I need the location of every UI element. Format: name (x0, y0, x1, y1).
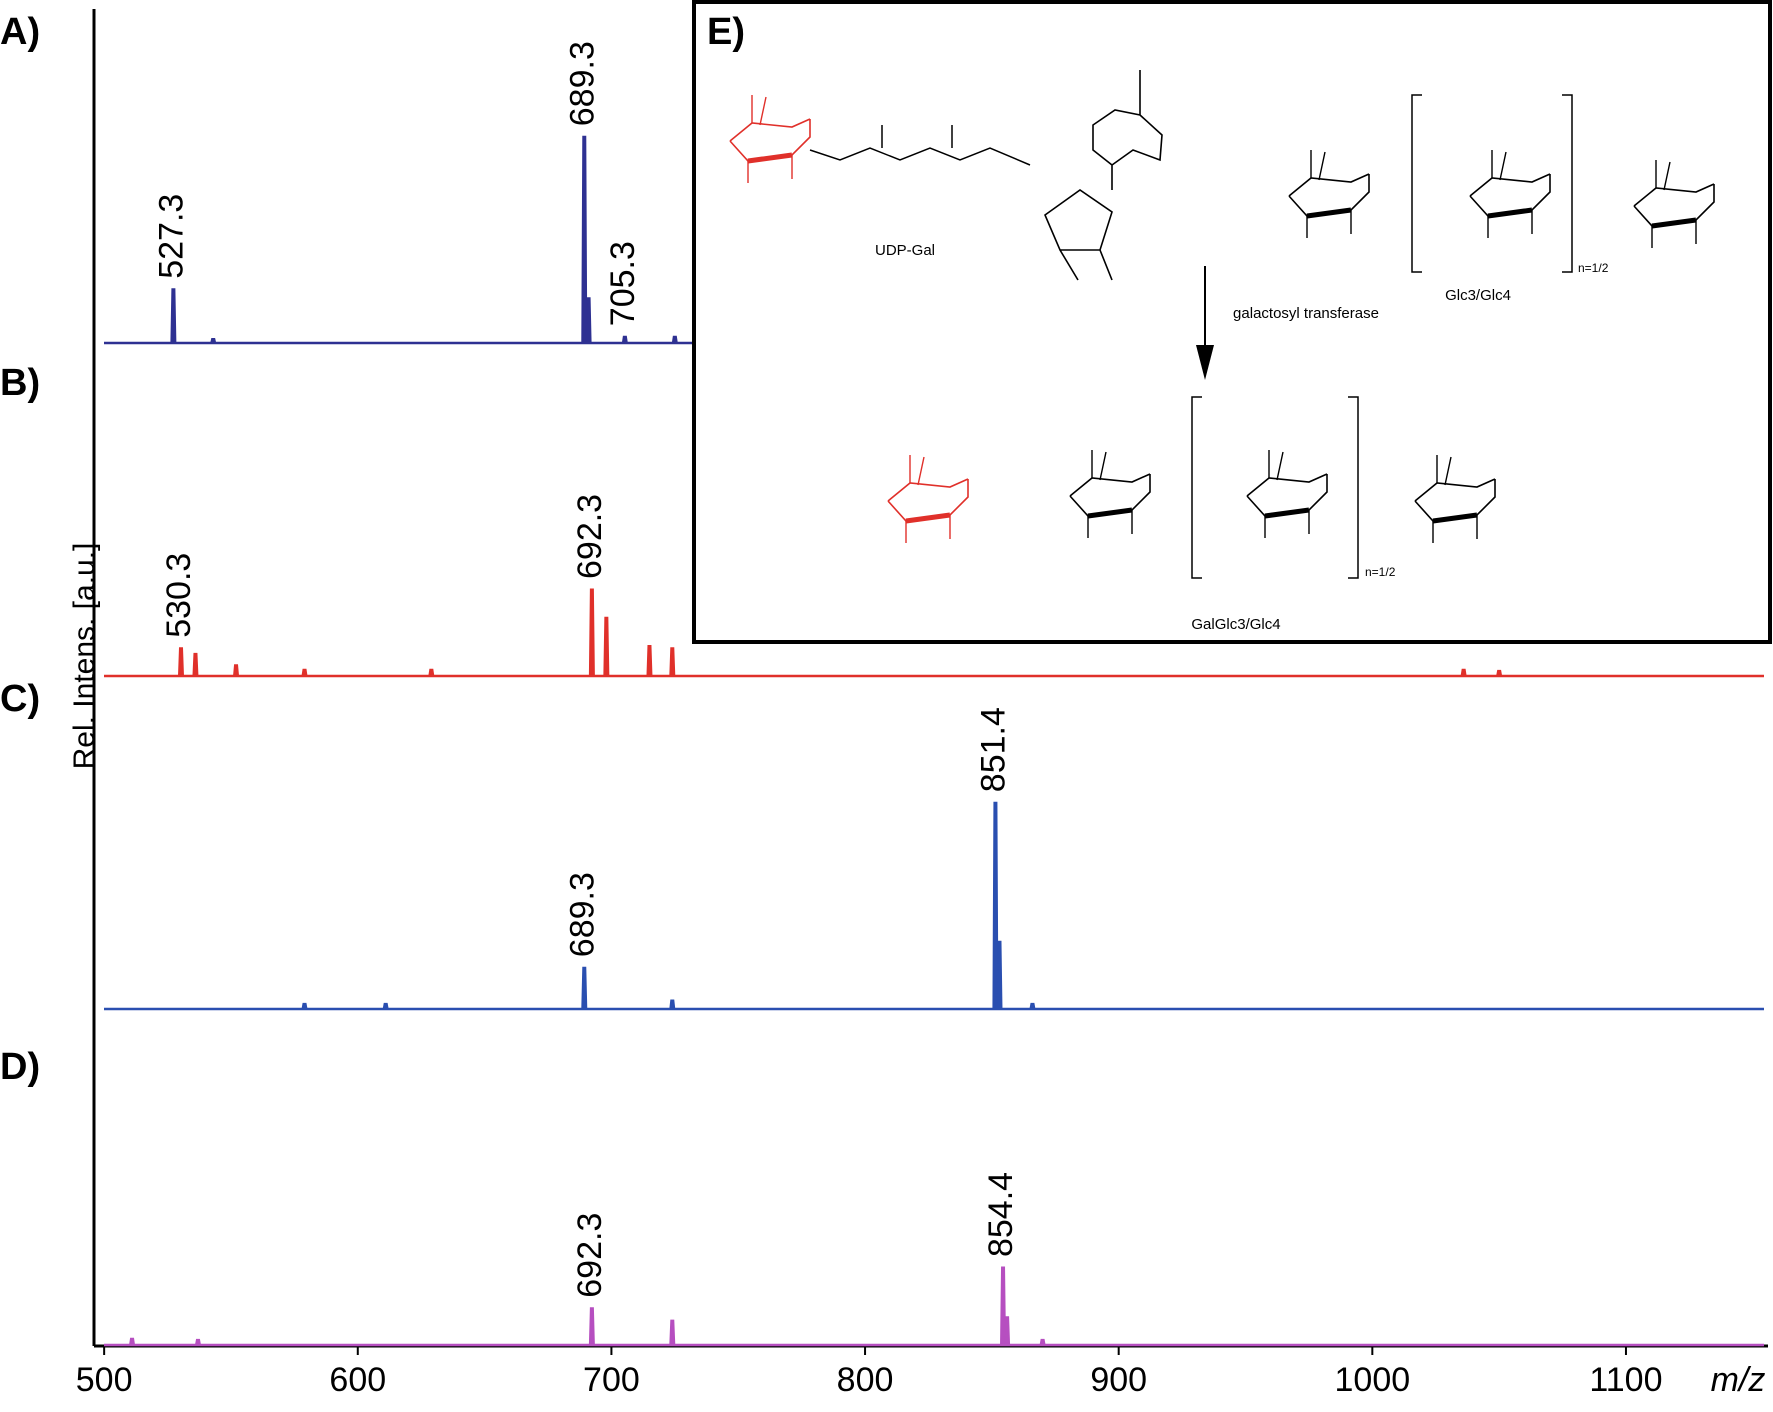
peak (996, 940, 1003, 1010)
sugar-ring-bond (1432, 512, 1478, 524)
panel-label: D) (0, 1046, 40, 1088)
sugar-ring-bond (1087, 507, 1133, 519)
inset-label: E) (707, 11, 745, 53)
enzyme-label: galactosyl transferase (1233, 305, 1379, 322)
arrow-head (1196, 345, 1214, 380)
x-tick-label: 900 (1090, 1361, 1147, 1399)
peak (669, 999, 676, 1010)
repeat-label: n=1/2 (1365, 565, 1396, 579)
substituent (747, 95, 793, 183)
peak (671, 335, 678, 344)
peak-label: 851.4 (974, 707, 1012, 792)
x-tick-label: 500 (76, 1361, 133, 1399)
peak-label: 692.3 (571, 1213, 609, 1298)
sugar-ring-bond (747, 152, 793, 164)
peak-label: 692.3 (571, 494, 609, 579)
peak (581, 966, 588, 1010)
panel-label: C) (0, 678, 40, 720)
peak (669, 647, 676, 677)
peak (177, 647, 185, 677)
peak-label: 705.3 (604, 241, 642, 326)
x-tick-label: 1000 (1335, 1361, 1411, 1399)
peak (1460, 668, 1467, 677)
peak-label: 689.3 (563, 872, 601, 957)
peak (1000, 1266, 1007, 1346)
peak (128, 1337, 136, 1346)
peak (585, 297, 592, 344)
substituent (1487, 150, 1533, 238)
peak (646, 644, 653, 677)
x-tick-label: 1100 (1589, 1361, 1662, 1399)
peak (1004, 1316, 1011, 1346)
peak (581, 135, 588, 344)
x-tick-label: 600 (329, 1361, 386, 1399)
peak (1039, 1338, 1046, 1346)
x-tick-label: 800 (837, 1361, 894, 1399)
sugar-ring-bond (1306, 207, 1352, 219)
peak (170, 288, 177, 344)
peak (192, 652, 199, 677)
peak (301, 668, 308, 677)
compound-label: Glc3/Glc4 (1445, 287, 1511, 304)
peak-label: 527.3 (152, 194, 190, 279)
peak (382, 1002, 389, 1010)
x-tick-label: 700 (583, 1361, 640, 1399)
sugar-ring-bond (1651, 217, 1697, 229)
panel-label: B) (0, 362, 40, 404)
repeat-label: n=1/2 (1578, 261, 1609, 275)
y-axis-label: Rel. Intens. [a.u.] (68, 543, 101, 770)
inset-box (692, 0, 1772, 644)
uracil (1092, 70, 1163, 190)
panel-label: A) (0, 11, 40, 53)
compound-label: UDP-Gal (875, 242, 935, 259)
peak (603, 616, 610, 677)
substituent (905, 455, 951, 543)
substituent (1264, 450, 1310, 538)
substituent (1306, 150, 1352, 238)
compound-label: GalGlc3/Glc4 (1191, 616, 1280, 633)
inset: E) UDP-Gal Glc3/Glc4 galactosyl transferase… (692, 0, 1772, 644)
peak (1496, 669, 1503, 677)
peak (669, 1319, 676, 1346)
phosphate-chain (809, 125, 1031, 166)
peak-label: 854.4 (982, 1172, 1020, 1257)
sugar-ring-bond (905, 512, 951, 524)
bracket (1191, 396, 1359, 579)
peak (194, 1338, 202, 1346)
peak (1029, 1002, 1036, 1010)
peak (588, 588, 595, 677)
substituent (1432, 455, 1478, 543)
peak (588, 1307, 595, 1346)
peak (992, 801, 999, 1010)
peak (428, 668, 435, 677)
peak (301, 1002, 308, 1010)
substituent (1087, 450, 1133, 538)
sugar-ring-bond (1264, 507, 1310, 519)
peak (232, 664, 240, 677)
peak (210, 337, 217, 344)
x-axis-label: m/z (1711, 1361, 1766, 1399)
bracket (1411, 94, 1573, 273)
peak-label: 689.3 (563, 41, 601, 126)
peak-label: 530.3 (160, 553, 198, 638)
ribose (1044, 189, 1113, 281)
sugar-ring-bond (1487, 207, 1533, 219)
peak (621, 335, 628, 344)
substituent (1651, 160, 1697, 248)
